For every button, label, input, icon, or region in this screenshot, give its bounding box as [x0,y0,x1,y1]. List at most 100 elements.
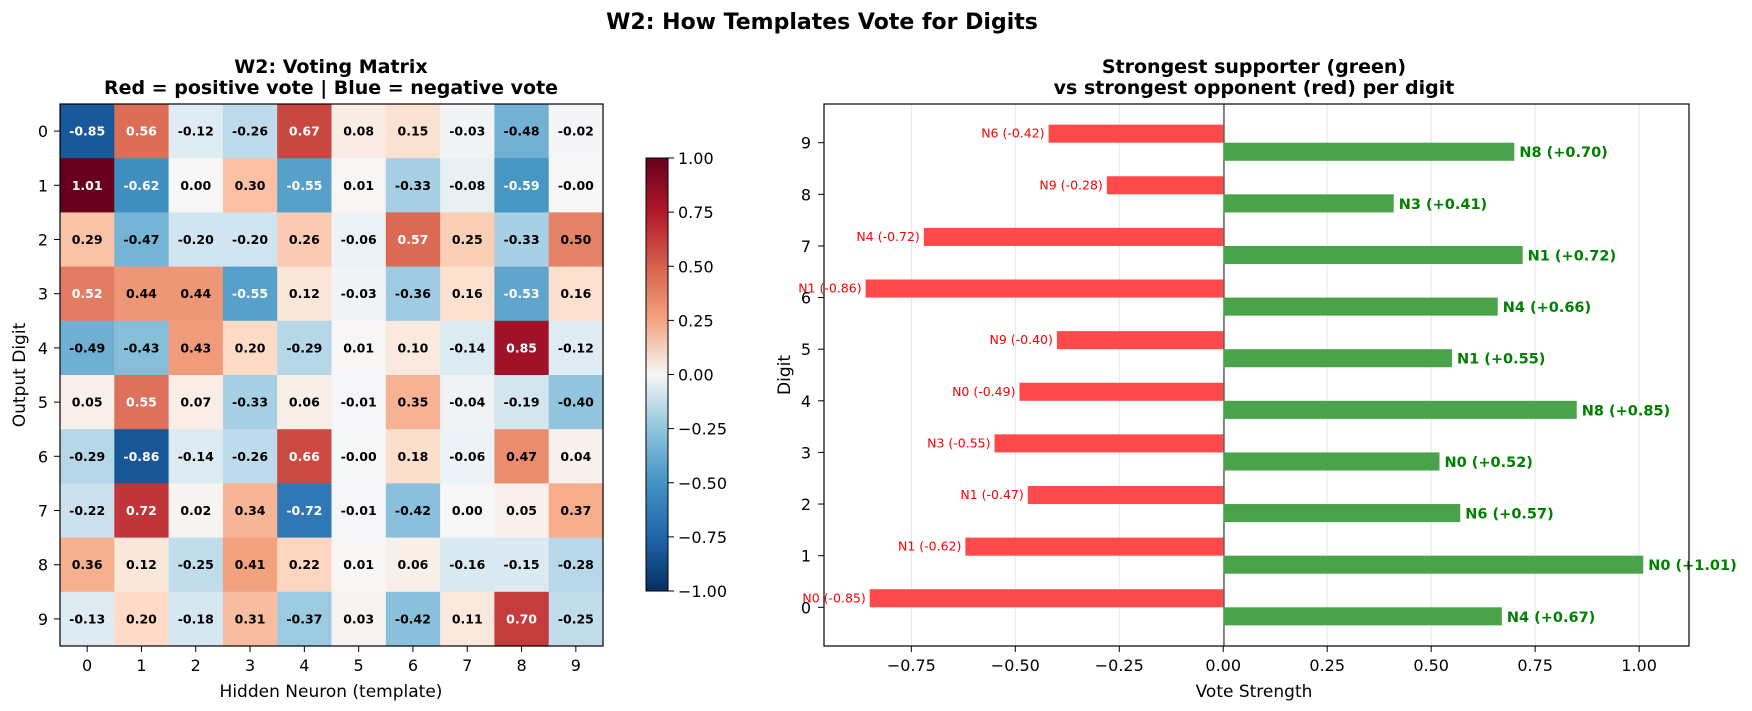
opponent-bar-label: N9 (-0.28) [1039,177,1102,192]
heatmap-cell [385,429,441,484]
heatmap-cell [222,483,278,539]
supporter-bar-label: N8 (+0.70) [1519,145,1607,161]
heatmap-cell [222,375,278,430]
heatmap-cell [385,212,441,268]
heatmap-cell [331,429,387,484]
opponent-bar-label: N6 (-0.42) [981,126,1044,141]
heatmap-cell-label: 0.05 [72,395,103,410]
bar-x-tick-label: −0.50 [991,656,1040,675]
heatmap-cell [494,158,550,213]
bar-title-line2: vs strongest opponent (red) per digit [1054,77,1455,99]
heatmap-cell [222,537,278,593]
heatmap-cell [60,591,115,647]
heatmap-cell-label: -0.06 [341,232,377,247]
heatmap-cell [548,591,604,647]
heatmap-cell [494,537,550,593]
heatmap-cell-label: -0.33 [395,178,431,193]
colorbar-tick-label: −0.25 [678,420,727,439]
heatmap-y-tick-label: 6 [38,447,48,466]
heatmap-cell-label: 0.34 [235,503,266,518]
heatmap-cell-label: -0.59 [504,178,540,193]
bar-y-ticks: 0 1 2 3 4 5 6 7 8 9 [801,134,824,617]
supporter-bar-label: N1 (+0.55) [1457,352,1545,368]
supporter-bar [1223,452,1440,471]
bar-y-tick-label: 4 [801,392,811,411]
heatmap-cell-label: -0.03 [449,124,485,139]
heatmap-cell-label: 0.56 [126,124,157,139]
supporter-bar-label: N8 (+0.85) [1582,403,1670,419]
supporter-bar [1223,504,1461,523]
heatmap-cell-label: -0.42 [395,611,431,626]
opponent-bar [1048,124,1224,143]
heatmap-cell-label: -0.33 [504,232,540,247]
heatmap-cell [277,375,333,430]
heatmap-cell [60,266,115,322]
opponent-bar-label: N9 (-0.40) [990,332,1053,347]
heatmap-x-tick-label: 6 [408,656,418,675]
bar-y-tick-label: 0 [801,598,811,617]
heatmap-cell-label: 0.20 [235,340,266,355]
heatmap-cell [331,104,387,159]
heatmap-cell [277,266,333,322]
heatmap-y-tick-label: 3 [38,285,48,304]
bar-y-tick-label: 6 [801,289,811,308]
heatmap-cell-label: 0.16 [452,286,483,301]
supporter-bar-label: N1 (+0.72) [1528,248,1616,264]
heatmap-cell [60,104,115,159]
opponent-bar-label: N3 (-0.55) [927,435,990,450]
heatmap-cell [494,266,550,322]
heatmap-cell-label: -0.04 [449,395,485,410]
bar-marks [865,124,1644,626]
heatmap-cell [385,375,441,430]
bar-ylabel: Digit [775,355,795,395]
heatmap-cell [168,320,224,376]
supporter-bar-label: N3 (+0.41) [1399,197,1487,213]
heatmap-cell [548,320,604,376]
heatmap-cell-label: -0.86 [123,449,159,464]
colorbar-tick-label: 1.00 [678,149,714,168]
heatmap-cell-label: 0.02 [180,503,211,518]
heatmap-cell-label: 0.20 [126,611,157,626]
heatmap-cell-label: 0.22 [289,557,320,572]
heatmap-x-tick-label: 0 [82,656,92,675]
heatmap-cell [548,212,604,268]
heatmap-cell [277,483,333,539]
heatmap-cell [385,537,441,593]
heatmap-cell [440,104,495,159]
heatmap-cell [385,483,441,539]
heatmap-cell-label: 0.07 [180,395,211,410]
heatmap-cell [114,104,170,159]
heatmap-cell-label: 0.06 [398,557,429,572]
heatmap-cell-label: -0.62 [123,178,159,193]
heatmap-cell-label: 0.44 [126,286,157,301]
heatmap-frame [59,103,604,647]
heatmap-cell [60,320,115,376]
heatmap-cell [494,320,550,376]
heatmap-cell-label: -0.49 [69,340,105,355]
heatmap-cell-label: 0.00 [452,503,483,518]
bar-frame [823,103,1690,647]
heatmap-cell [60,537,115,593]
bar-y-tick-label: 9 [801,134,811,153]
opponent-bar [1019,382,1224,401]
heatmap-cell-label: 0.67 [289,124,320,139]
heatmap-x-tick-label: 8 [516,656,526,675]
opponent-bar-label: N4 (-0.72) [856,229,919,244]
heatmap-cell [331,537,387,593]
opponent-bar [1027,485,1224,505]
heatmap-cells [60,104,604,647]
heatmap-y-ticks: 0 1 2 3 4 5 6 7 8 9 [38,122,60,629]
bar-value-labels: N4 (+0.67) N0 (-0.85) N0 (+1.01) N1 (-0.62)… [798,126,1736,626]
heatmap-cell [385,266,441,322]
supporter-bar [1223,194,1394,213]
supporter-bar [1223,400,1577,419]
heatmap-cell-label: 0.29 [72,232,103,247]
colorbar-ticks: 1.00 0.75 0.50 0.25 0.00 −0.25 −0.50 −0.75 −1.00 [668,149,727,601]
bar-y-tick-label: 8 [801,185,811,204]
heatmap-y-tick-label: 2 [38,231,48,250]
heatmap-cell-label: -0.55 [286,178,322,193]
heatmap-cell [114,320,170,376]
heatmap-cell-label: 0.12 [126,557,157,572]
heatmap-cell [385,320,441,376]
heatmap-cell [222,212,278,268]
